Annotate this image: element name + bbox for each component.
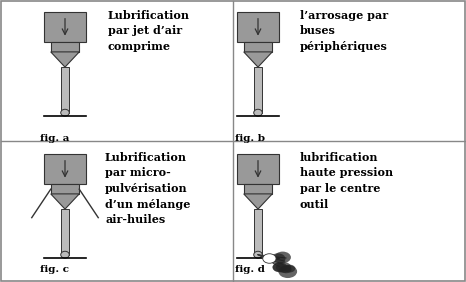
Ellipse shape [278, 265, 297, 278]
Bar [237, 12, 279, 42]
Ellipse shape [263, 254, 276, 263]
Bar [254, 209, 262, 255]
Ellipse shape [254, 251, 262, 258]
Text: l’arrosage par
buses
périphériques: l’arrosage par buses périphériques [300, 10, 388, 52]
Polygon shape [244, 52, 272, 67]
Ellipse shape [273, 263, 286, 272]
Bar [254, 67, 262, 113]
Bar [51, 184, 79, 194]
Bar [61, 67, 69, 113]
Text: lubrification
haute pression
par le centre
outil: lubrification haute pression par le cent… [300, 152, 393, 210]
Ellipse shape [61, 109, 69, 116]
Bar [237, 154, 279, 184]
Bar [61, 209, 69, 255]
Ellipse shape [274, 252, 291, 263]
Ellipse shape [61, 251, 69, 258]
Ellipse shape [276, 262, 291, 273]
Bar [244, 184, 272, 194]
Ellipse shape [270, 253, 286, 264]
Ellipse shape [273, 262, 287, 272]
Text: fig. a: fig. a [40, 134, 69, 143]
Text: Lubrification
par micro-
pulvérisation
d’un mélange
air-huiles: Lubrification par micro- pulvérisation d… [105, 152, 191, 225]
Bar [44, 154, 86, 184]
Text: fig. b: fig. b [235, 134, 265, 143]
Bar [51, 42, 79, 52]
Polygon shape [51, 194, 79, 209]
Polygon shape [51, 52, 79, 67]
Polygon shape [244, 194, 272, 209]
Text: fig. c: fig. c [40, 265, 69, 274]
Ellipse shape [284, 265, 295, 272]
Bar [44, 12, 86, 42]
Text: Lubrification
par jet d’air
comprime: Lubrification par jet d’air comprime [108, 10, 190, 52]
Ellipse shape [281, 266, 292, 273]
Text: fig. d: fig. d [235, 265, 265, 274]
Ellipse shape [254, 109, 262, 116]
Bar [244, 42, 272, 52]
